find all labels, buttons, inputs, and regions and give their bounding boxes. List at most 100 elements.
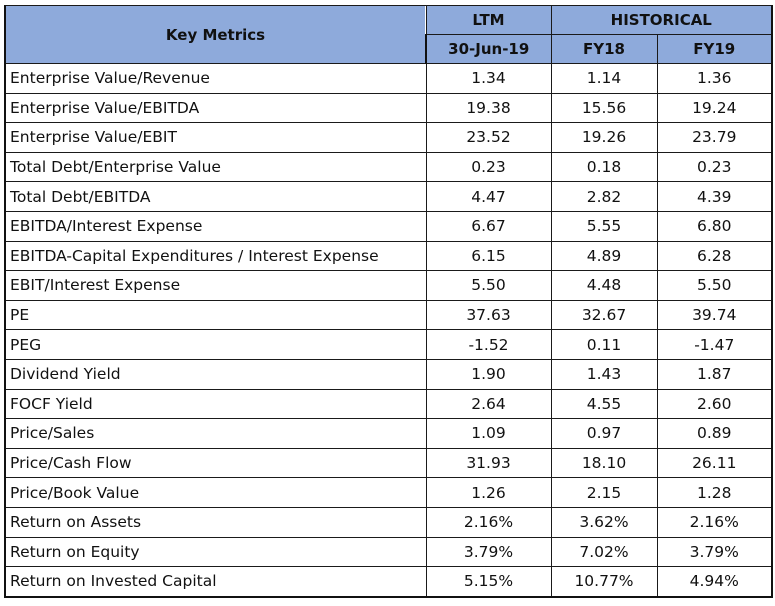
ltm-value: 19.38 — [425, 92, 552, 124]
header-row-bottom: 30-Jun-19 FY18 FY19 — [5, 34, 774, 64]
table-row: Enterprise Value/EBITDA 19.38 15.56 19.24 — [4, 92, 774, 124]
header-row-top: Key Metrics LTM HISTORICAL — [4, 5, 774, 64]
fy19-value: 5.50 — [656, 270, 774, 301]
ltm-value: 2.64 — [425, 388, 552, 420]
metric-label: Return on Equity — [4, 536, 427, 568]
fy18-value: 10.77% — [550, 566, 658, 598]
metric-label: Price/Cash Flow — [4, 447, 427, 479]
table-row: Dividend Yield 1.90 1.43 1.87 — [4, 358, 774, 390]
ltm-value: 6.67 — [425, 210, 552, 242]
table-row: Total Debt/Enterprise Value 0.23 0.18 0.23 — [4, 151, 774, 183]
ltm-value: -1.52 — [425, 329, 552, 360]
table-row: EBITDA-Capital Expenditures / Interest E… — [4, 240, 774, 272]
metric-label: Enterprise Value/EBIT — [4, 122, 427, 153]
fy18-value: 3.62% — [550, 506, 658, 538]
table-row: Return on Equity 3.79% 7.02% 3.79% — [4, 536, 774, 568]
metric-label: Dividend Yield — [4, 358, 427, 390]
ltm-value: 23.52 — [425, 122, 552, 153]
ltm-date-header: 30-Jun-19 — [425, 34, 552, 64]
ltm-value: 4.47 — [425, 181, 552, 212]
fy19-value: 1.87 — [656, 358, 774, 390]
ltm-value: 2.16% — [425, 506, 552, 538]
fy19-value: 1.28 — [656, 477, 774, 508]
table-row: Return on Assets 2.16% 3.62% 2.16% — [4, 506, 774, 538]
key-metrics-table: Key Metrics LTM HISTORICAL 30-Jun-19 FY1… — [4, 5, 774, 598]
metric-label: Enterprise Value/EBITDA — [4, 92, 427, 124]
fy19-value: 39.74 — [656, 299, 774, 331]
fy19-value: 6.80 — [656, 210, 774, 242]
metric-label: PE — [4, 299, 427, 331]
fy18-value: 7.02% — [550, 536, 658, 568]
fy19-value: -1.47 — [656, 329, 774, 360]
metric-label: EBITDA-Capital Expenditures / Interest E… — [4, 240, 427, 272]
fy18-value: 0.11 — [550, 329, 658, 360]
fy19-value: 2.16% — [656, 506, 774, 538]
metric-label: Total Debt/Enterprise Value — [4, 151, 427, 183]
ltm-value: 3.79% — [425, 536, 552, 568]
fy18-header: FY18 — [550, 34, 658, 64]
metric-label: EBITDA/Interest Expense — [4, 210, 427, 242]
fy18-value: 5.55 — [550, 210, 658, 242]
fy19-value: 26.11 — [656, 447, 774, 479]
ltm-value: 1.09 — [425, 418, 552, 449]
fy19-value: 23.79 — [656, 122, 774, 153]
metric-label: FOCF Yield — [4, 388, 427, 420]
fy19-header: FY19 — [656, 34, 774, 64]
fy19-value: 4.94% — [656, 566, 774, 598]
fy18-value: 2.15 — [550, 477, 658, 508]
table-row: Enterprise Value/EBIT 23.52 19.26 23.79 — [4, 122, 774, 153]
table-row: Total Debt/EBITDA 4.47 2.82 4.39 — [4, 181, 774, 212]
fy18-value: 4.89 — [550, 240, 658, 272]
metric-label: Price/Book Value — [4, 477, 427, 508]
fy18-value: 1.14 — [550, 63, 658, 94]
historical-header: HISTORICAL — [550, 5, 774, 35]
table-row: EBITDA/Interest Expense 6.67 5.55 6.80 — [4, 210, 774, 242]
fy18-value: 0.18 — [550, 151, 658, 183]
metric-label: EBIT/Interest Expense — [4, 270, 427, 301]
table-row: Enterprise Value/Revenue 1.34 1.14 1.36 — [4, 63, 774, 94]
fy19-value: 2.60 — [656, 388, 774, 420]
fy18-value: 1.43 — [550, 358, 658, 390]
metrics-body: Enterprise Value/Revenue 1.34 1.14 1.36 Ente… — [4, 63, 774, 598]
fy18-value: 4.48 — [550, 270, 658, 301]
metric-label: PEG — [4, 329, 427, 360]
fy19-value: 0.23 — [656, 151, 774, 183]
fy19-value: 4.39 — [656, 181, 774, 212]
table-row: Price/Sales 1.09 0.97 0.89 — [4, 418, 774, 449]
fy18-value: 2.82 — [550, 181, 658, 212]
ltm-value: 1.90 — [425, 358, 552, 390]
fy18-value: 15.56 — [550, 92, 658, 124]
table-row: EBIT/Interest Expense 5.50 4.48 5.50 — [4, 270, 774, 301]
fy18-value: 4.55 — [550, 388, 658, 420]
ltm-value: 1.26 — [425, 477, 552, 508]
key-metrics-header: Key Metrics — [4, 5, 427, 64]
table-row: Return on Invested Capital 5.15% 10.77% 4.9… — [4, 566, 774, 598]
ltm-value: 31.93 — [425, 447, 552, 479]
ltm-value: 37.63 — [425, 299, 552, 331]
fy18-value: 18.10 — [550, 447, 658, 479]
table-row: PE 37.63 32.67 39.74 — [4, 299, 774, 331]
ltm-value: 6.15 — [425, 240, 552, 272]
table-row: PEG -1.52 0.11 -1.47 — [4, 329, 774, 360]
table-row: Price/Cash Flow 31.93 18.10 26.11 — [4, 447, 774, 479]
fy19-value: 19.24 — [656, 92, 774, 124]
metric-label: Return on Invested Capital — [4, 566, 427, 598]
fy19-value: 6.28 — [656, 240, 774, 272]
metric-label: Return on Assets — [4, 506, 427, 538]
ltm-value: 5.50 — [425, 270, 552, 301]
metric-label: Price/Sales — [4, 418, 427, 449]
fy18-value: 19.26 — [550, 122, 658, 153]
metric-label: Total Debt/EBITDA — [4, 181, 427, 212]
fy19-value: 1.36 — [656, 63, 774, 94]
table-row: FOCF Yield 2.64 4.55 2.60 — [4, 388, 774, 420]
ltm-value: 1.34 — [425, 63, 552, 94]
fy18-value: 32.67 — [550, 299, 658, 331]
fy18-value: 0.97 — [550, 418, 658, 449]
metric-label: Enterprise Value/Revenue — [4, 63, 427, 94]
fy19-value: 0.89 — [656, 418, 774, 449]
ltm-value: 0.23 — [425, 151, 552, 183]
ltm-value: 5.15% — [425, 566, 552, 598]
ltm-header: LTM — [425, 5, 552, 35]
fy19-value: 3.79% — [656, 536, 774, 568]
table-row: Price/Book Value 1.26 2.15 1.28 — [4, 477, 774, 508]
